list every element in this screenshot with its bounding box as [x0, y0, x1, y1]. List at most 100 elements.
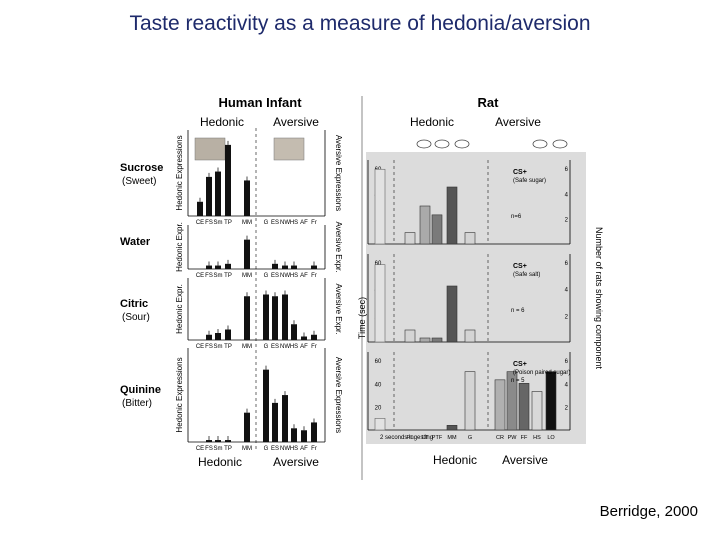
- rat-category-label: CR: [496, 435, 504, 441]
- rat-bar: [404, 329, 416, 343]
- infant-face-photo: [273, 137, 305, 161]
- infant-category-label: G: [264, 344, 269, 350]
- infant-category-label: NW: [280, 273, 290, 279]
- infant-category-label: Sm: [214, 446, 223, 452]
- infant-title: Human Infant: [218, 95, 302, 110]
- infant-bar: [206, 176, 212, 216]
- rat-ingest-bar: [374, 168, 386, 245]
- rat-face-sketch: [454, 139, 470, 149]
- infant-left-axis-label: Hedonic Expressions: [175, 357, 184, 432]
- rat-bar: [518, 383, 530, 431]
- rat-right-axis-label: Number of rats showing component: [594, 227, 604, 370]
- rat-bar: [531, 391, 543, 431]
- citation-credit: Berridge, 2000: [599, 503, 698, 520]
- rat-ingest-bar: [374, 264, 386, 343]
- infant-category-label: Sm: [214, 273, 223, 279]
- rat-category-label: PL: [407, 435, 414, 441]
- infant-bar: [311, 265, 317, 269]
- rat-ytick-right: 2: [565, 314, 569, 320]
- rat-ytick-right: 2: [565, 406, 569, 412]
- rat-bottom-label: Hedonic: [433, 453, 477, 467]
- rat-category-label: HS: [533, 435, 541, 441]
- rat-bar: [431, 214, 443, 245]
- rat-bar: [494, 379, 506, 431]
- infant-bar: [272, 296, 278, 340]
- infant-bar: [272, 263, 278, 269]
- rat-bar: [431, 337, 443, 343]
- infant-group-label: Hedonic: [200, 115, 244, 129]
- infant-bar: [263, 369, 269, 442]
- rat-ytick-right: 6: [565, 167, 569, 173]
- rat-face-sketch: [434, 139, 450, 149]
- infant-category-label: FS: [205, 446, 213, 452]
- infant-bar: [215, 440, 221, 442]
- infant-category-label: CE: [196, 273, 204, 279]
- rat-ingest-bar: [374, 418, 386, 431]
- infant-taste-sublabel: (Sweet): [122, 176, 156, 187]
- infant-category-label: AF: [300, 220, 308, 226]
- rat-panel-legend: CS+: [513, 169, 527, 176]
- infant-bar: [291, 265, 297, 269]
- infant-right-axis-label: Aversive Expr.: [334, 222, 343, 273]
- infant-category-label: ES: [271, 344, 279, 350]
- infant-category-label: MM: [242, 446, 252, 452]
- rat-panel-n: n = 6: [511, 308, 525, 314]
- rat-ytick-right: 4: [565, 288, 569, 294]
- infant-category-label: NW: [280, 220, 290, 226]
- infant-category-label: G: [264, 220, 269, 226]
- infant-bar: [282, 294, 288, 340]
- rat-bar: [464, 371, 476, 431]
- infant-category-label: NW: [280, 446, 290, 452]
- rat-category-label: FF: [521, 435, 528, 441]
- infant-bar: [301, 336, 307, 340]
- infant-category-label: TP: [224, 220, 232, 226]
- infant-category-label: FS: [205, 273, 213, 279]
- infant-category-label: HS: [290, 344, 298, 350]
- rat-bar: [419, 337, 431, 343]
- infant-bar: [244, 412, 250, 442]
- infant-bar: [206, 265, 212, 269]
- rat-panel-legend-note: (Poison paired sugar): [513, 370, 570, 376]
- infant-face-photo: [194, 137, 226, 161]
- infant-taste-label: Sucrose: [120, 162, 163, 174]
- rat-bar: [419, 205, 431, 245]
- infant-bar: [244, 180, 250, 216]
- rat-ytick-right: 4: [565, 192, 569, 198]
- infant-bar: [215, 333, 221, 340]
- infant-category-label: NW: [280, 344, 290, 350]
- infant-category-label: Sm: [214, 220, 223, 226]
- infant-bar: [311, 422, 317, 442]
- infant-bar: [225, 263, 231, 269]
- infant-bar: [215, 265, 221, 269]
- rat-bar: [446, 425, 458, 431]
- rat-panel-legend-note: (Safe salt): [513, 272, 540, 278]
- infant-bottom-label: Aversive: [273, 455, 319, 469]
- infant-bar: [225, 144, 231, 216]
- infant-category-label: MM: [242, 344, 252, 350]
- infant-category-label: TP: [224, 446, 232, 452]
- rat-title: Rat: [478, 95, 500, 110]
- infant-category-label: ES: [271, 446, 279, 452]
- rat-bottom-label: Aversive: [502, 453, 548, 467]
- rat-group-label: Aversive: [495, 115, 541, 129]
- infant-right-axis-label: Aversive Expr.: [334, 284, 343, 335]
- infant-category-label: Fr: [311, 344, 317, 350]
- rat-panel-n: n = 5: [511, 378, 525, 384]
- infant-category-label: CE: [196, 446, 204, 452]
- infant-category-label: Fr: [311, 273, 317, 279]
- infant-category-label: TP: [224, 344, 232, 350]
- infant-left-axis-label: Hedonic Expr.: [175, 222, 184, 272]
- infant-bar: [225, 440, 231, 442]
- infant-taste-label: Quinine: [120, 384, 161, 396]
- rat-bar: [404, 232, 416, 245]
- infant-bar: [301, 430, 307, 442]
- infant-bar: [197, 201, 203, 216]
- rat-ytick-right: 2: [565, 218, 569, 224]
- rat-ytick-left: 40: [375, 382, 382, 388]
- infant-category-label: ES: [271, 273, 279, 279]
- rat-left-axis-label: Time (sec): [357, 297, 367, 339]
- infant-bar: [244, 239, 250, 269]
- slide-title: Taste reactivity as a measure of hedonia…: [129, 12, 591, 35]
- infant-category-label: FS: [205, 220, 213, 226]
- rat-face-sketch: [552, 139, 568, 149]
